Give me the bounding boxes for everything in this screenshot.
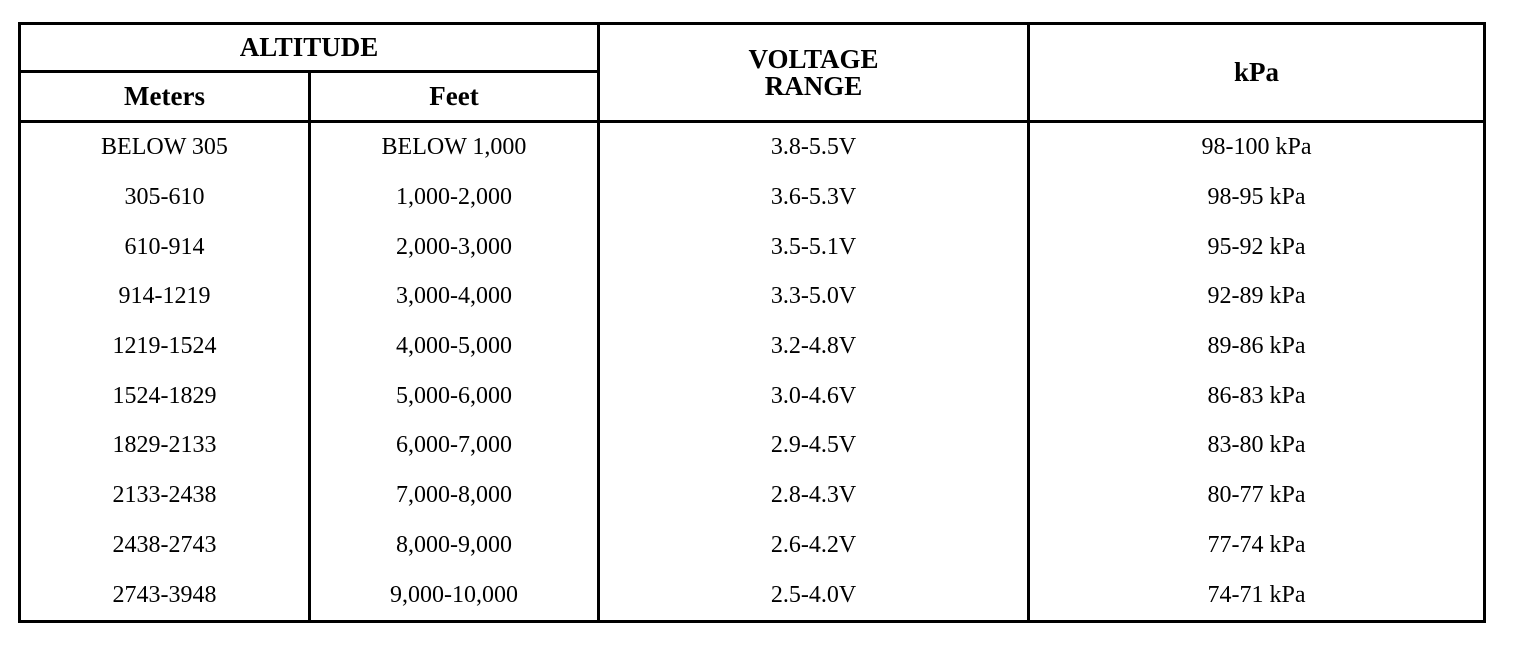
table-cell: 3.5-5.1V (597, 222, 1030, 273)
table-row: 1524-1829 5,000-6,000 3.0-4.6V 86-83 kPa (18, 371, 1486, 422)
table-cell: 2743-3948 (18, 570, 311, 622)
header-text: VOLTAGE RANGE (748, 43, 879, 101)
table-cell: 80-77 kPa (1027, 470, 1486, 521)
table-cell: 3,000-4,000 (308, 272, 600, 322)
table-cell: 86-83 kPa (1027, 371, 1486, 422)
table-row: 1219-1524 4,000-5,000 3.2-4.8V 89-86 kPa (18, 321, 1486, 372)
table-cell: 2.9-4.5V (597, 421, 1030, 471)
table-cell: 305-610 (18, 172, 311, 223)
table-cell: 7,000-8,000 (308, 470, 600, 521)
table-cell: 2.8-4.3V (597, 470, 1030, 521)
table-row: 610-914 2,000-3,000 3.5-5.1V 95-92 kPa (18, 222, 1486, 273)
table-cell: 6,000-7,000 (308, 421, 600, 471)
table-cell: 914-1219 (18, 272, 311, 322)
header-cell: kPa (1027, 22, 1486, 123)
table-cell: 8,000-9,000 (308, 520, 600, 571)
table-row: 2743-3948 9,000-10,000 2.5-4.0V 74-71 kPa (18, 570, 1486, 622)
table-cell: BELOW 305 (18, 121, 311, 173)
table-cell: 1,000-2,000 (308, 172, 600, 223)
table-cell: 1829-2133 (18, 421, 311, 471)
table-cell: 3.0-4.6V (597, 371, 1030, 422)
table-row: 1829-2133 6,000-7,000 2.9-4.5V 83-80 kPa (18, 421, 1486, 471)
table-cell: 98-95 kPa (1027, 172, 1486, 223)
table-cell: 74-71 kPa (1027, 570, 1486, 622)
table-row: BELOW 305 BELOW 1,000 3.8-5.5V 98-100 kPa (18, 121, 1486, 173)
table-cell: 95-92 kPa (1027, 222, 1486, 273)
table-cell: 77-74 kPa (1027, 520, 1486, 571)
table-cell: 610-914 (18, 222, 311, 273)
table-body: BELOW 305 BELOW 1,000 3.8-5.5V 98-100 kPa 30… (18, 121, 1486, 622)
table-row: 914-1219 3,000-4,000 3.3-5.0V 92-89 kPa (18, 272, 1486, 322)
table-cell: 2.5-4.0V (597, 570, 1030, 622)
table-cell: 9,000-10,000 (308, 570, 600, 622)
table-row: 2133-2438 7,000-8,000 2.8-4.3V 80-77 kPa (18, 470, 1486, 521)
table-cell: 3.3-5.0V (597, 272, 1030, 322)
table-cell: 92-89 kPa (1027, 272, 1486, 322)
header-cell: Meters (18, 70, 311, 123)
table-cell: 83-80 kPa (1027, 421, 1486, 471)
table-cell: 2,000-3,000 (308, 222, 600, 273)
header-cell: VOLTAGE RANGE (597, 22, 1030, 123)
header-cell: Feet (308, 70, 600, 123)
table-cell: 1524-1829 (18, 371, 311, 422)
table-row: 2438-2743 8,000-9,000 2.6-4.2V 77-74 kPa (18, 520, 1486, 571)
table-cell: 1219-1524 (18, 321, 311, 372)
table-cell: 89-86 kPa (1027, 321, 1486, 372)
table-cell: 3.2-4.8V (597, 321, 1030, 372)
table-cell: 3.8-5.5V (597, 121, 1030, 173)
table-cell: 2133-2438 (18, 470, 311, 521)
table-cell: 2438-2743 (18, 520, 311, 571)
table-cell: 5,000-6,000 (308, 371, 600, 422)
altitude-table: ALTITUDE VOLTAGE RANGE kPa Meters Feet B… (18, 22, 1486, 623)
table-cell: 4,000-5,000 (308, 321, 600, 372)
table-cell: 3.6-5.3V (597, 172, 1030, 223)
table-cell: 2.6-4.2V (597, 520, 1030, 571)
table-cell: BELOW 1,000 (308, 121, 600, 173)
header-cell: ALTITUDE (18, 22, 600, 73)
table-cell: 98-100 kPa (1027, 121, 1486, 173)
table-row: 305-610 1,000-2,000 3.6-5.3V 98-95 kPa (18, 172, 1486, 223)
